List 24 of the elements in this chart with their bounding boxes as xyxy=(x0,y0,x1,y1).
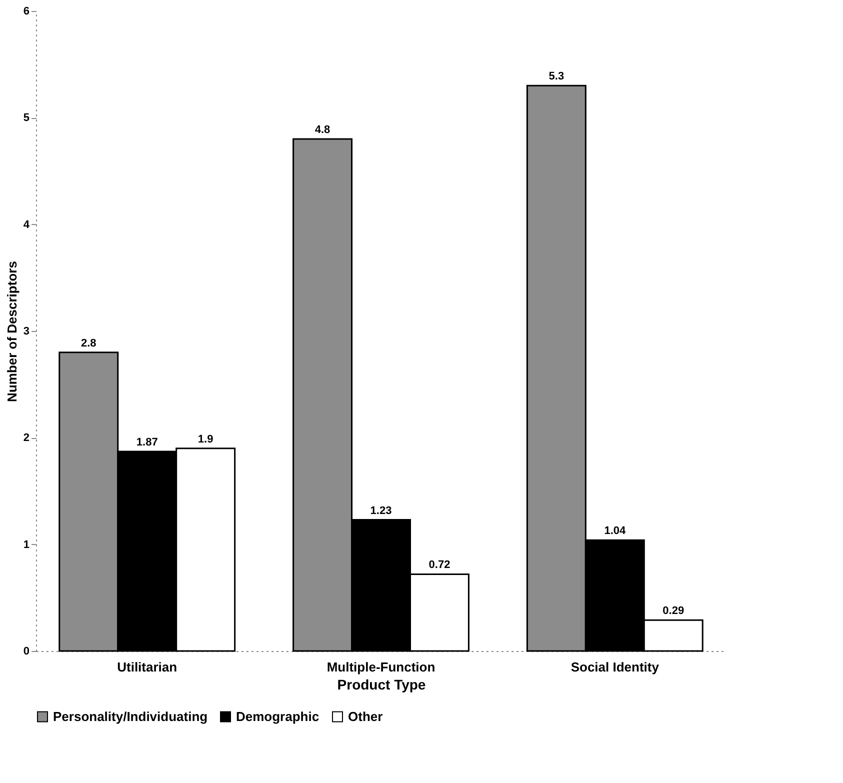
data-label: 1.04 xyxy=(604,525,626,538)
x-tick-label: Social Identity xyxy=(570,660,660,674)
data-label: 1.87 xyxy=(136,436,158,449)
x-tick-label: Utilitarian xyxy=(117,660,178,674)
data-label: 1.9 xyxy=(198,433,214,446)
y-tick-label: 5 xyxy=(23,112,30,124)
y-tick-label: 4 xyxy=(23,218,30,231)
y-tick-label: 3 xyxy=(23,326,30,338)
legend-label: Personality/Individuating xyxy=(53,708,208,724)
x-axis-title: Product Type xyxy=(337,676,426,692)
legend-label: Demographic xyxy=(236,708,320,724)
data-label: 0.29 xyxy=(662,605,684,618)
data-label: 5.3 xyxy=(548,70,564,83)
y-tick-label: 0 xyxy=(23,646,30,658)
data-label: 4.8 xyxy=(314,124,330,136)
data-label: 1.23 xyxy=(370,504,392,517)
data-label: 2.8 xyxy=(80,337,96,350)
y-tick-label: 2 xyxy=(23,432,30,444)
y-tick-label: 1 xyxy=(23,538,30,551)
y-tick-label: 6 xyxy=(23,6,30,18)
data-label: 0.72 xyxy=(428,559,450,572)
x-tick-label: Multiple-Function xyxy=(326,660,436,674)
y-axis-title: Number of Descriptors xyxy=(4,261,20,402)
legend-label: Other xyxy=(348,708,383,724)
